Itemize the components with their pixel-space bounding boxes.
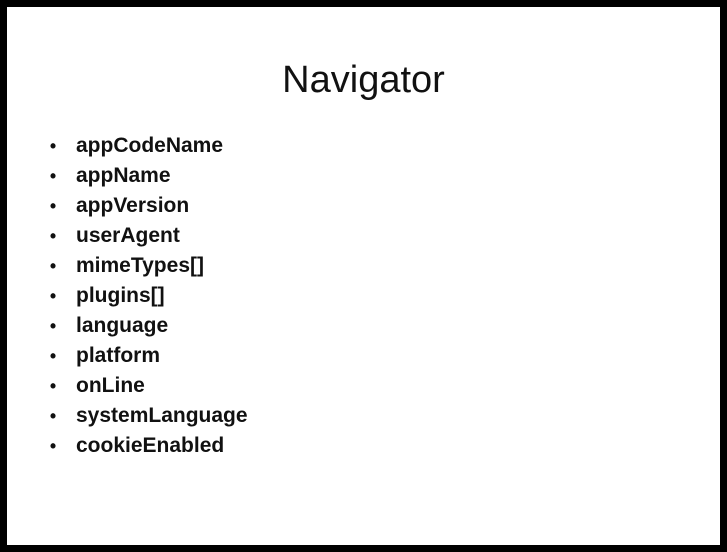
list-item-label: systemLanguage bbox=[76, 404, 248, 427]
bullet-icon: • bbox=[49, 346, 57, 366]
bullet-icon: • bbox=[49, 376, 57, 396]
list-item-label: onLine bbox=[76, 374, 145, 397]
bullet-icon: • bbox=[49, 406, 57, 426]
list-item-label: platform bbox=[76, 344, 160, 367]
bullet-icon: • bbox=[49, 316, 57, 336]
list-item-label: mimeTypes[] bbox=[76, 254, 204, 277]
list-item-label: appCodeName bbox=[76, 134, 224, 157]
list-item-label: appName bbox=[76, 164, 171, 187]
bullet-icon: • bbox=[49, 136, 57, 156]
list-item-label: userAgent bbox=[76, 224, 180, 247]
bullet-icon: • bbox=[49, 436, 57, 456]
list-item-label: language bbox=[76, 314, 169, 337]
list-item-label: plugins[] bbox=[76, 284, 165, 307]
list-item-label: appVersion bbox=[76, 194, 190, 217]
bullet-icon: • bbox=[49, 226, 57, 246]
bullet-icon: • bbox=[49, 166, 57, 186]
bullet-icon: • bbox=[49, 196, 57, 216]
bullet-icon: • bbox=[49, 286, 57, 306]
slide-title: Navigator bbox=[282, 59, 445, 101]
bullet-icon: • bbox=[49, 256, 57, 276]
slide: Navigator • appCodeName • appName • appV… bbox=[7, 7, 720, 545]
list-item-label: cookieEnabled bbox=[76, 434, 225, 457]
